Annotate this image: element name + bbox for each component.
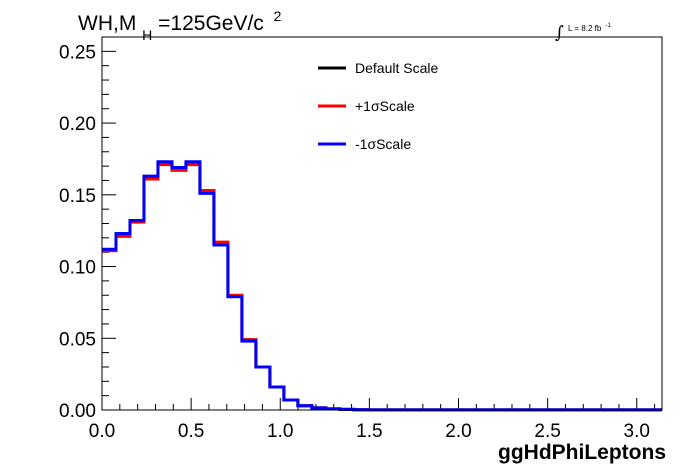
x-tick-label: 1.5: [356, 421, 382, 442]
series-layer: [102, 160, 662, 412]
header-process: WH,M: [78, 12, 136, 35]
header-superscript: 2: [274, 8, 282, 24]
y-tick-label: 0.05: [59, 329, 96, 350]
lumi-text: L = 8.2 fb: [568, 24, 602, 33]
x-tick-label: 3.0: [624, 421, 650, 442]
series-line-0: [102, 161, 662, 412]
x-axis: 0.0 0.5 1.0 1.5 2.0 2.5 3.0: [89, 398, 656, 442]
legend-label: -1σScale: [355, 136, 411, 152]
x-tick-label: 2.5: [534, 421, 560, 442]
lumi-label: L = 8.2 fb -1: [568, 23, 612, 33]
plot-frame: [101, 36, 663, 411]
header-mass: =125GeV/c: [158, 12, 264, 35]
legend: Default Scale +1σScale -1σScale: [318, 60, 438, 152]
header-subscript: H: [142, 27, 152, 43]
x-tick-label: 2.0: [445, 421, 471, 442]
x-tick-label: 0.5: [178, 421, 204, 442]
legend-label: Default Scale: [355, 60, 438, 76]
y-tick-label: 0.00: [59, 401, 96, 422]
legend-label: +1σScale: [355, 98, 415, 114]
chart-header: WH,M H =125GeV/c 2: [78, 8, 282, 45]
x-tick-label: 0.0: [89, 421, 115, 442]
lumi-exponent: -1: [606, 23, 612, 29]
lumi-integral-symbol: ∫: [555, 23, 564, 43]
series-line-1: [102, 163, 662, 412]
x-axis-title: ggHdPhiLeptons: [498, 441, 666, 464]
y-axis: 0.00 0.05 0.10 0.15 0.20 0.25: [59, 36, 116, 422]
y-tick-label: 0.20: [59, 114, 96, 135]
x-tick-label: 1.0: [267, 421, 293, 442]
y-tick-label: 0.15: [59, 186, 96, 207]
series-line-2: [102, 160, 662, 412]
y-tick-label: 0.25: [59, 42, 96, 63]
y-tick-label: 0.10: [59, 258, 96, 279]
